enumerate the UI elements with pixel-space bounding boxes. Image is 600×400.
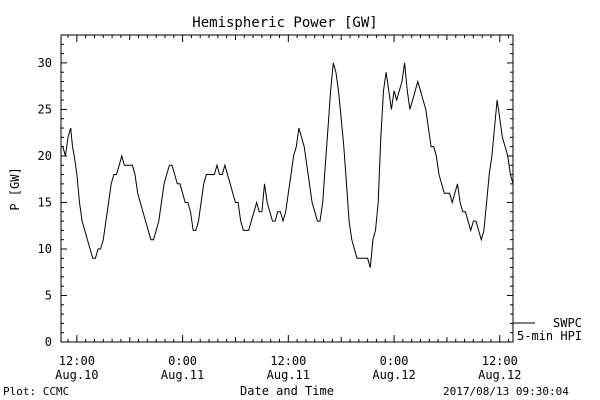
legend: SWPC 5-min HPI: [513, 316, 582, 343]
chart-title: Hemispheric Power [GW]: [192, 15, 377, 31]
x-tick-date-label: Aug.11: [267, 368, 310, 382]
plot-frame: [60, 34, 514, 343]
y-axis-label: P [GW]: [8, 167, 22, 210]
x-tick-date-label: Aug.11: [161, 368, 204, 382]
y-tick-label: 10: [38, 242, 52, 256]
y-tick-label: 25: [38, 102, 52, 116]
x-tick-time-label: 0:00: [380, 354, 409, 368]
x-tick-date-label: Aug.12: [372, 368, 415, 382]
x-axis-label: Date and Time: [240, 384, 334, 398]
footer-timestamp: 2017/08/13 09:30:04: [443, 385, 569, 398]
y-tick-label: 20: [38, 149, 52, 163]
x-tick-time-label: 0:00: [168, 354, 197, 368]
x-tick-time-label: 12:00: [59, 354, 95, 368]
x-tick-date-label: Aug.12: [478, 368, 521, 382]
legend-entry-swpc: SWPC: [553, 316, 582, 330]
y-tick-label: 0: [45, 335, 52, 349]
legend-entry-hpi: 5-min HPI: [517, 329, 582, 343]
x-axis: 12:00Aug.100:00Aug.1112:00Aug.110:00Aug.…: [55, 35, 521, 382]
series-line-hpi: [62, 62, 514, 268]
footer-plot-credit: Plot: CCMC: [3, 385, 69, 398]
x-tick-date-label: Aug.10: [55, 368, 98, 382]
y-tick-label: 30: [38, 56, 52, 70]
x-tick-time-label: 12:00: [270, 354, 306, 368]
x-tick-time-label: 12:00: [482, 354, 518, 368]
y-axis: 0 5 10 15 20 25 30: [38, 34, 513, 349]
y-tick-label: 5: [45, 288, 52, 302]
y-tick-label: 15: [38, 195, 52, 209]
